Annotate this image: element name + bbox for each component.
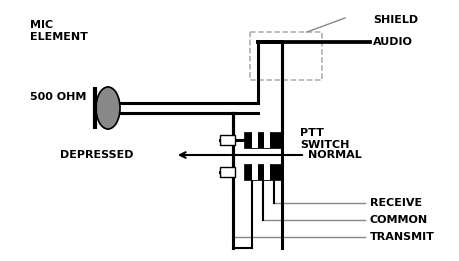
- Bar: [252, 132, 257, 148]
- Text: SHIELD: SHIELD: [372, 15, 417, 25]
- Bar: [263, 132, 269, 148]
- Text: AUDIO: AUDIO: [372, 37, 412, 47]
- Bar: [219, 167, 235, 177]
- Bar: [252, 164, 257, 180]
- Text: TRANSMIT: TRANSMIT: [369, 232, 434, 242]
- Text: COMMON: COMMON: [369, 215, 427, 225]
- Ellipse shape: [96, 87, 120, 129]
- Text: 500 OHM: 500 OHM: [30, 92, 86, 102]
- Text: MIC
ELEMENT: MIC ELEMENT: [30, 20, 88, 41]
- Bar: [219, 135, 235, 145]
- Text: RECEIVE: RECEIVE: [369, 198, 421, 208]
- Bar: [263, 164, 269, 180]
- Text: DEPRESSED: DEPRESSED: [60, 150, 133, 160]
- Bar: [243, 164, 281, 180]
- Text: PTT
SWITCH: PTT SWITCH: [299, 128, 349, 150]
- Text: NORMAL: NORMAL: [308, 150, 361, 160]
- Bar: [243, 132, 281, 148]
